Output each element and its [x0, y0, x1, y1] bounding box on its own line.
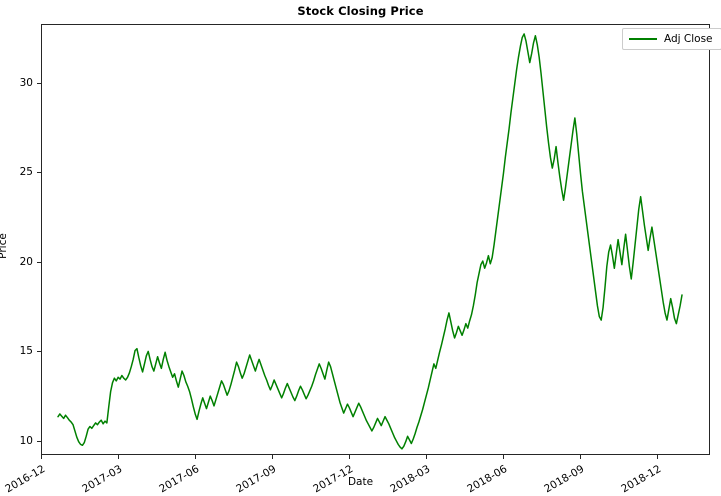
y-tick-label: 20: [19, 255, 33, 268]
x-tick-mark: [272, 455, 273, 459]
price-line-svg: [57, 33, 683, 450]
x-tick-mark: [195, 455, 196, 459]
x-axis-label: Date: [347, 476, 374, 488]
x-tick-mark: [503, 455, 504, 459]
y-axis-tick-labels: 10 15 20 25 30: [0, 0, 33, 496]
x-tick-mark: [349, 455, 350, 459]
y-tick-label: 25: [19, 166, 33, 179]
legend-line-swatch: [629, 38, 657, 40]
y-tick-mark: [37, 440, 41, 442]
y-tick-mark: [37, 261, 41, 263]
y-tick-label: 15: [19, 345, 33, 358]
x-tick-mark: [657, 455, 658, 459]
x-tick-mark: [580, 455, 581, 459]
y-tick-mark: [37, 351, 41, 353]
x-tick-mark: [41, 455, 42, 459]
y-tick-label: 30: [19, 77, 33, 90]
y-tick-label: 10: [19, 434, 33, 447]
plot-area: [41, 24, 710, 455]
legend-label-adj-close: Adj Close: [664, 33, 713, 45]
legend-box: Adj Close: [622, 28, 721, 50]
chart-title: Stock Closing Price: [297, 4, 424, 18]
adj-close-line: [57, 33, 683, 450]
x-tick-mark: [426, 455, 427, 459]
y-tick-mark: [37, 83, 41, 85]
x-tick-mark: [118, 455, 119, 459]
y-tick-mark: [37, 172, 41, 174]
